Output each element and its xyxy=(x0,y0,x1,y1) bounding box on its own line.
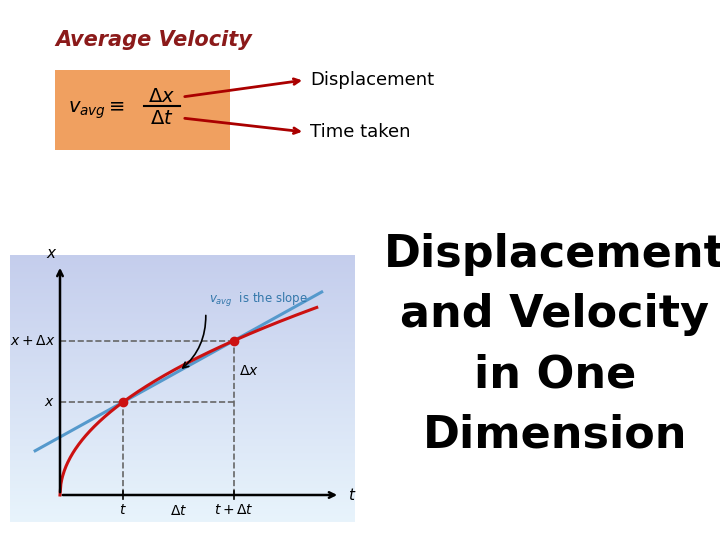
Text: $t$: $t$ xyxy=(348,487,356,503)
Text: $x + \Delta x$: $x + \Delta x$ xyxy=(9,334,55,348)
Text: Time taken: Time taken xyxy=(310,123,410,141)
Text: $\Delta t$: $\Delta t$ xyxy=(170,504,187,518)
Text: $x$: $x$ xyxy=(45,395,55,409)
FancyBboxPatch shape xyxy=(55,70,230,150)
Text: $\Delta x$: $\Delta x$ xyxy=(148,87,176,106)
Text: $x$: $x$ xyxy=(46,246,58,261)
Text: Average Velocity: Average Velocity xyxy=(55,30,252,50)
Text: $t + \Delta t$: $t + \Delta t$ xyxy=(214,503,254,517)
Text: Displacement
and Velocity
in One
Dimension: Displacement and Velocity in One Dimensi… xyxy=(384,233,720,456)
Text: $\Delta x$: $\Delta x$ xyxy=(239,364,258,379)
Text: $v_{avg}$  is the slope: $v_{avg}$ is the slope xyxy=(209,291,307,309)
Text: Displacement: Displacement xyxy=(310,71,434,89)
Text: $v_{avg} \equiv$: $v_{avg} \equiv$ xyxy=(68,99,125,121)
Text: $t$: $t$ xyxy=(119,503,127,517)
Text: $\Delta t$: $\Delta t$ xyxy=(150,109,174,127)
